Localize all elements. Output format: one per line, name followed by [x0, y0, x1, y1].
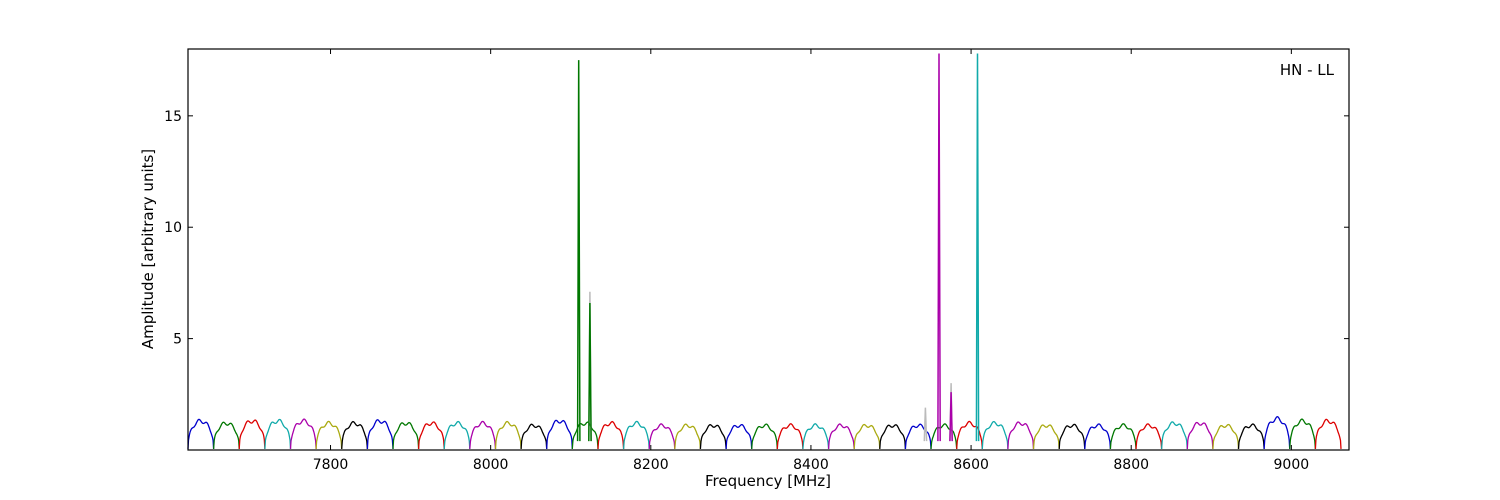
channel-trace — [443, 420, 471, 449]
y-axis-ticks: 5 10 15 — [164, 109, 1349, 348]
channel-trace — [1186, 421, 1214, 449]
channel-trace — [1289, 418, 1317, 449]
channel-trace — [879, 424, 907, 449]
channel-trace — [238, 419, 266, 449]
channel-trace — [699, 424, 727, 449]
y-tick-label: 15 — [164, 109, 182, 125]
y-tick-label: 10 — [164, 220, 182, 236]
x-tick-label: 8000 — [473, 457, 509, 473]
channel-trace — [520, 423, 548, 449]
channel-trace — [1263, 416, 1291, 449]
x-tick-label: 8800 — [1113, 457, 1149, 473]
x-axis-label: Frequency [MHz] — [705, 472, 831, 490]
x-tick-label: 7800 — [313, 457, 349, 473]
channel-trace — [751, 423, 778, 449]
spike-traces — [576, 53, 980, 442]
channel-trace — [1212, 423, 1240, 449]
channel-trace — [648, 423, 676, 449]
spike-trace — [588, 302, 592, 442]
spike-trace — [975, 53, 980, 442]
channel-trace — [571, 421, 599, 449]
series-annotation: HN - LL — [1280, 61, 1335, 79]
channel-trace — [417, 421, 445, 449]
channel-trace — [1032, 424, 1060, 449]
x-tick-label: 8400 — [793, 457, 829, 473]
channel-trace — [622, 420, 650, 449]
channel-trace — [1237, 423, 1265, 449]
channel-trace — [212, 421, 240, 449]
channel-trace — [1109, 423, 1137, 449]
channel-trace — [597, 420, 625, 449]
spike-trace — [949, 392, 953, 442]
x-axis-ticks: 7800 8000 8200 8400 8600 8800 9000 — [313, 49, 1309, 473]
spike-trace — [923, 407, 928, 442]
y-tick-label: 5 — [173, 332, 182, 348]
channel-trace — [341, 420, 369, 449]
channel-trace — [366, 419, 394, 449]
spike-trace — [576, 60, 581, 442]
channel-trace — [1084, 423, 1112, 449]
channel-trace — [1007, 421, 1035, 449]
channel-trace — [289, 418, 317, 449]
channel-trace — [187, 418, 215, 449]
channel-trace — [469, 420, 497, 449]
channel-trace — [1160, 421, 1188, 449]
x-tick-label: 8600 — [953, 457, 989, 473]
channel-trace — [776, 423, 804, 449]
x-tick-label: 9000 — [1274, 457, 1310, 473]
channel-trace — [315, 420, 343, 449]
channel-trace — [494, 420, 522, 449]
x-tick-label: 8200 — [633, 457, 669, 473]
channel-trace — [392, 421, 420, 449]
channel-trace — [1058, 423, 1086, 449]
channel-trace — [1314, 418, 1342, 449]
channel-trace — [853, 423, 881, 449]
channel-trace — [802, 423, 830, 449]
y-axis-label: Amplitude [arbitrary units] — [139, 149, 157, 349]
channel-traces — [187, 416, 1342, 449]
channel-trace — [546, 419, 573, 449]
channel-trace — [1135, 423, 1163, 449]
channel-trace — [827, 423, 855, 449]
channel-trace — [674, 423, 702, 449]
channel-trace — [981, 420, 1009, 449]
spike-trace — [937, 53, 941, 442]
channel-trace — [725, 423, 753, 449]
channel-trace — [264, 418, 292, 449]
plot-frame — [187, 48, 1350, 451]
